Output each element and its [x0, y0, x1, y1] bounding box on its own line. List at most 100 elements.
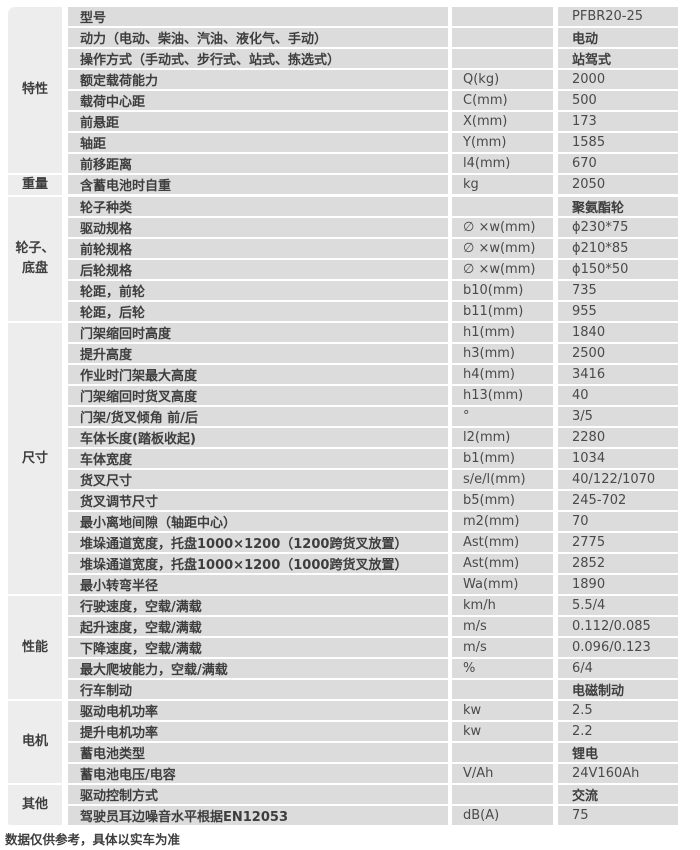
group-rows: 行驶速度，空载/满载 km/h 5.5/4 起升速度，空载/满载 m/s 0.1…	[68, 596, 678, 699]
table-row: 蓄电池电压/电容 V/Ah 24V160Ah	[68, 764, 678, 783]
category-label: 特性	[21, 82, 48, 97]
category-label: 重量	[21, 177, 48, 192]
spec-unit-cell	[452, 197, 553, 216]
spec-value-cell: 245-702	[558, 491, 678, 510]
spec-unit-cell: Q(kg)	[452, 70, 553, 89]
spec-group: 尺寸 门架缩回时高度 h1(mm) 1840 提升高度 h3(mm) 2500 …	[8, 323, 678, 594]
spec-name-cell: 前轮规格	[68, 239, 448, 258]
spec-name-cell: 轮距，后轮	[68, 302, 448, 321]
spec-name-cell: 提升电机功率	[68, 722, 448, 741]
group-rows: 驱动控制方式 交流 驾驶员耳边噪音水平根据EN12053 dB(A) 75	[68, 785, 678, 825]
spec-group: 轮子、底盘 轮子种类 聚氨酯轮 驱动规格 ∅ ×w(mm) ϕ230*75 前轮…	[8, 197, 678, 321]
spec-value-cell: 2.5	[558, 701, 678, 720]
spec-value-cell: 电动	[558, 28, 678, 47]
spec-value-cell: 1034	[558, 449, 678, 468]
table-row: 下降速度，空载/满载 m/s 0.096/0.123	[68, 638, 678, 657]
spec-value-cell: ϕ230*75	[558, 218, 678, 237]
spec-name-cell: 堆垛通道宽度，托盘1000×1200（1000跨货叉放置）	[68, 554, 448, 573]
spec-value-cell: 1585	[558, 133, 678, 152]
spec-value-cell: 40/122/1070	[558, 470, 678, 489]
spec-value-cell: 0.096/0.123	[558, 638, 678, 657]
table-row: 车体宽度 b1(mm) 1034	[68, 449, 678, 468]
spec-unit-cell: kw	[452, 701, 553, 720]
spec-value-cell: 交流	[558, 785, 678, 804]
spec-name-cell: 前移距离	[68, 154, 448, 173]
table-row: 前轮规格 ∅ ×w(mm) ϕ210*85	[68, 239, 678, 258]
spec-name-cell: 前悬距	[68, 112, 448, 131]
spec-unit-cell	[452, 743, 553, 762]
spec-name-cell: 载荷中心距	[68, 91, 448, 110]
spec-unit-cell: h1(mm)	[452, 323, 553, 342]
spec-name-cell: 货叉调节尺寸	[68, 491, 448, 510]
spec-table: 特性 型号 PFBR20-25 动力（电动、柴油、汽油、液化气、手动） 电动 操…	[8, 7, 678, 827]
category-cell: 其他	[8, 785, 62, 825]
table-row: 货叉调节尺寸 b5(mm) 245-702	[68, 491, 678, 510]
table-row: 蓄电池类型 锂电	[68, 743, 678, 762]
table-row: 型号 PFBR20-25	[68, 7, 678, 26]
category-label: 性能	[21, 639, 48, 655]
spec-unit-cell: m/s	[452, 638, 553, 657]
table-row: 动力（电动、柴油、汽油、液化气、手动） 电动	[68, 28, 678, 47]
category-cell: 重量	[8, 175, 62, 195]
spec-unit-cell: °	[452, 407, 553, 426]
table-row: 前悬距 X(mm) 173	[68, 112, 678, 131]
spec-unit-cell: l2(mm)	[452, 428, 553, 447]
spec-name-cell: 驱动控制方式	[68, 785, 448, 804]
footer-note: 数据仅供参考，具体以实车为准	[5, 832, 181, 847]
spec-unit-cell: m2(mm)	[452, 512, 553, 531]
category-label: 其他	[21, 797, 48, 812]
table-row: 轮距，后轮 b11(mm) 955	[68, 302, 678, 321]
spec-unit-cell: X(mm)	[452, 112, 553, 131]
spec-value-cell: 锂电	[558, 743, 678, 762]
spec-name-cell: 操作方式（手动式、步行式、站式、拣选式）	[68, 49, 448, 68]
table-row: 轮子种类 聚氨酯轮	[68, 197, 678, 216]
spec-unit-cell: b10(mm)	[452, 281, 553, 300]
spec-value-cell: 2775	[558, 533, 678, 552]
spec-unit-cell: %	[452, 659, 553, 678]
spec-name-cell: 车体长度(踏板收起)	[68, 428, 448, 447]
table-row: 起升速度，空载/满载 m/s 0.112/0.085	[68, 617, 678, 636]
table-row: 轴距 Y(mm) 1585	[68, 133, 678, 152]
spec-name-cell: 含蓄电池时自重	[68, 175, 448, 194]
table-row: 轮距，前轮 b10(mm) 735	[68, 281, 678, 300]
table-row: 额定载荷能力 Q(kg) 2000	[68, 70, 678, 89]
spec-name-cell: 驱动电机功率	[68, 701, 448, 720]
table-row: 堆垛通道宽度，托盘1000×1200（1200跨货叉放置） Ast(mm) 27…	[68, 533, 678, 552]
table-row: 最小转弯半径 Wa(mm) 1890	[68, 575, 678, 594]
spec-name-cell: 驾驶员耳边噪音水平根据EN12053	[68, 806, 448, 825]
spec-value-cell: ϕ150*50	[558, 260, 678, 279]
spec-unit-cell: m/s	[452, 617, 553, 636]
spec-value-cell: 1840	[558, 323, 678, 342]
group-rows: 驱动电机功率 kw 2.5 提升电机功率 kw 2.2 蓄电池类型 锂电 蓄电池…	[68, 701, 678, 783]
table-row: 含蓄电池时自重 kg 2050	[68, 175, 678, 194]
spec-name-cell: 门架缩回时货叉高度	[68, 386, 448, 405]
spec-value-cell: 670	[558, 154, 678, 173]
spec-name-cell: 轮距，前轮	[68, 281, 448, 300]
spec-unit-cell: b11(mm)	[452, 302, 553, 321]
group-rows: 含蓄电池时自重 kg 2050	[68, 175, 678, 195]
spec-value-cell: 500	[558, 91, 678, 110]
spec-name-cell: 车体宽度	[68, 449, 448, 468]
spec-group: 其他 驱动控制方式 交流 驾驶员耳边噪音水平根据EN12053 dB(A) 75	[8, 785, 678, 825]
spec-unit-cell	[452, 28, 553, 47]
spec-unit-cell: kg	[452, 175, 553, 194]
spec-value-cell: 2500	[558, 344, 678, 363]
table-row: 载荷中心距 C(mm) 500	[68, 91, 678, 110]
spec-value-cell: 站驾式	[558, 49, 678, 68]
spec-name-cell: 后轮规格	[68, 260, 448, 279]
spec-unit-cell	[452, 7, 553, 26]
table-row: 作业时门架最大高度 h4(mm) 3416	[68, 365, 678, 384]
spec-unit-cell: Wa(mm)	[452, 575, 553, 594]
spec-name-cell: 动力（电动、柴油、汽油、液化气、手动）	[68, 28, 448, 47]
table-row: 最大爬坡能力，空载/满载 % 6/4	[68, 659, 678, 678]
spec-name-cell: 行驶速度，空载/满载	[68, 596, 448, 615]
category-label: 轮子、底盘	[15, 241, 55, 276]
table-row: 门架缩回时高度 h1(mm) 1840	[68, 323, 678, 342]
spec-unit-cell: km/h	[452, 596, 553, 615]
spec-unit-cell: ∅ ×w(mm)	[452, 260, 553, 279]
spec-value-cell: 173	[558, 112, 678, 131]
spec-group: 电机 驱动电机功率 kw 2.5 提升电机功率 kw 2.2 蓄电池类型 锂电 …	[8, 701, 678, 783]
spec-group: 性能 行驶速度，空载/满载 km/h 5.5/4 起升速度，空载/满载 m/s …	[8, 596, 678, 699]
spec-name-cell: 最小离地间隙（轴距中心）	[68, 512, 448, 531]
spec-name-cell: 堆垛通道宽度，托盘1000×1200（1200跨货叉放置）	[68, 533, 448, 552]
